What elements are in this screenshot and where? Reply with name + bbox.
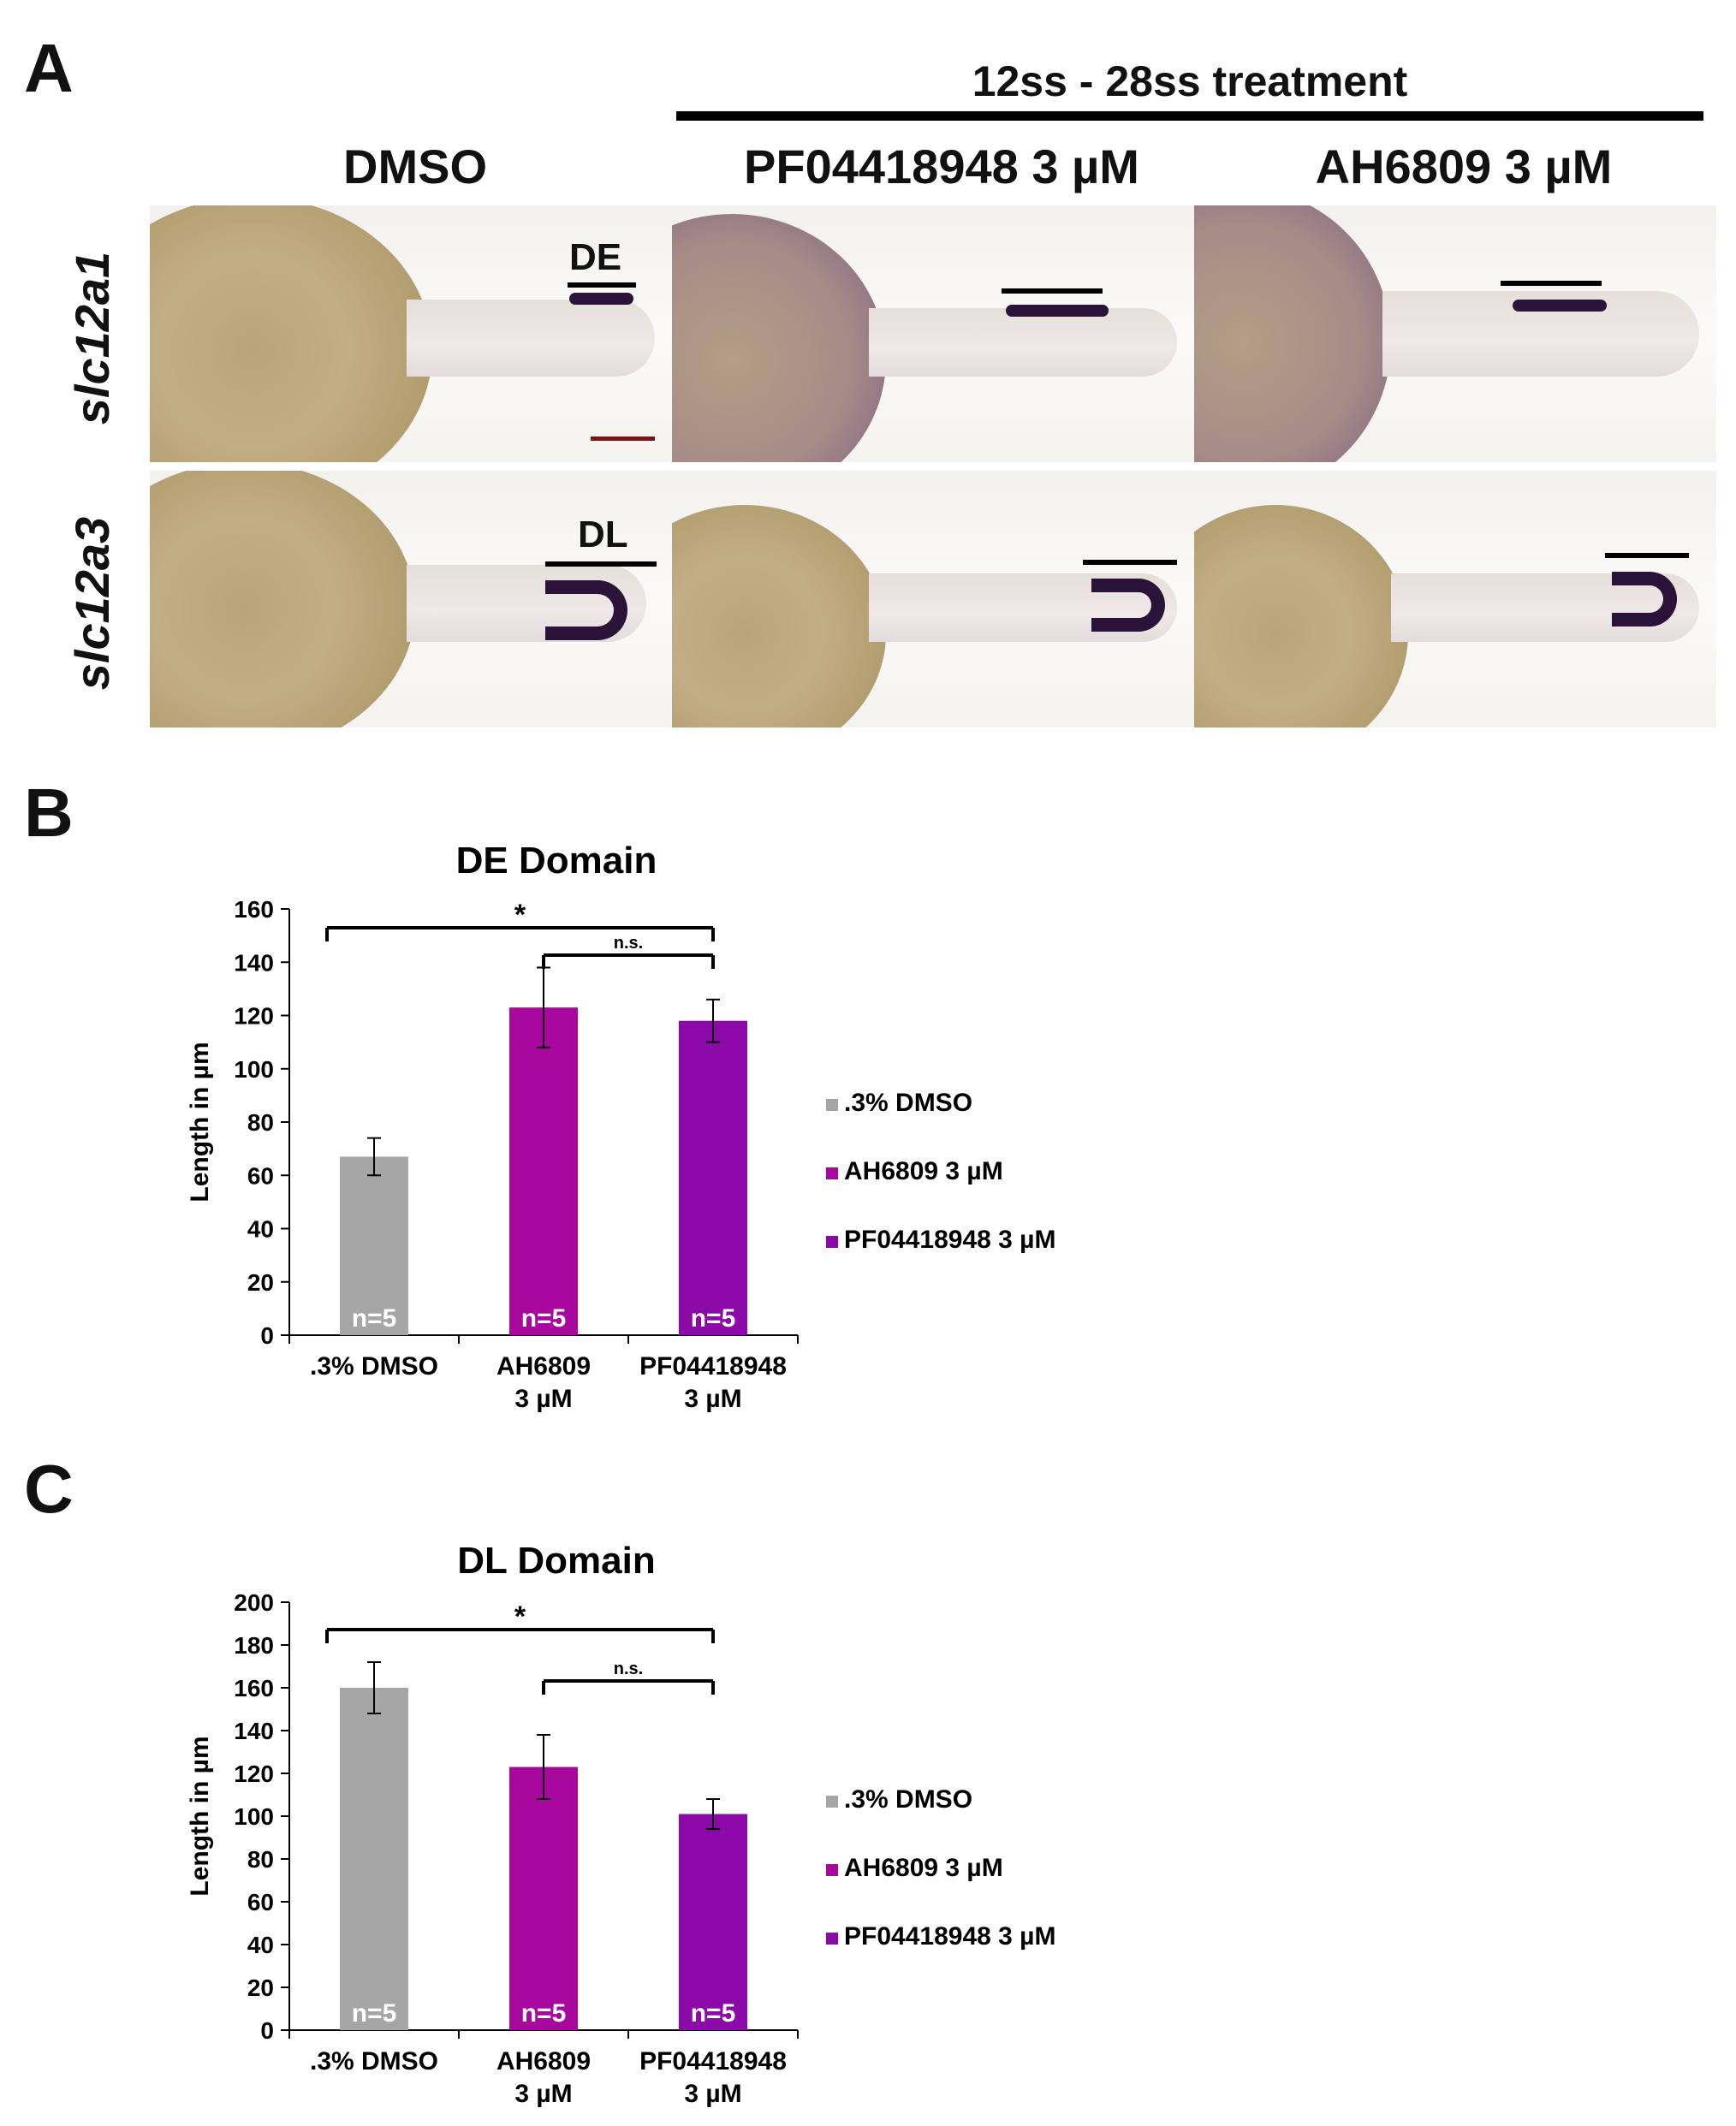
y-tick-label: 60 <box>247 1889 274 1915</box>
treatment-title: 12ss - 28ss treatment <box>972 57 1408 105</box>
y-tick-label: 20 <box>247 1269 274 1296</box>
n-label: n=5 <box>352 1999 397 2028</box>
bar <box>340 1688 408 2030</box>
row-header-slc12a1: slc12a1 <box>65 251 119 425</box>
panel-c-letter: C <box>24 1451 74 1527</box>
x-tick-label: AH6809 <box>496 1352 591 1381</box>
x-tick-label: 3 µM <box>514 2080 572 2108</box>
x-tick-label: 3 µM <box>684 1385 741 1413</box>
y-tick-label: 160 <box>234 1675 274 1701</box>
legend-swatch <box>826 1167 838 1179</box>
legend-swatch <box>826 1236 838 1248</box>
column-header-dmso: DMSO <box>343 140 487 193</box>
n-label: n=5 <box>691 1304 736 1333</box>
x-tick-label: PF04418948 <box>639 2047 787 2076</box>
y-tick-label: 140 <box>234 1718 274 1744</box>
legend-swatch <box>826 1933 838 1945</box>
y-tick-label: 200 <box>234 1589 274 1616</box>
image-ah6809-slc12a3 <box>1194 471 1716 727</box>
chart-de-domain: DE Domain 0 20 40 60 80 100 120 140 160 Length in … <box>186 840 1055 1413</box>
y-tick-label: 20 <box>247 1975 274 2001</box>
y-tick-label: 80 <box>247 1109 274 1136</box>
y-tick-label: 100 <box>234 1803 274 1830</box>
significance-label: n.s. <box>614 1660 643 1678</box>
n-label: n=5 <box>352 1304 397 1333</box>
bar <box>509 1007 578 1335</box>
legend-label: PF04418948 3 µM <box>844 1922 1055 1951</box>
y-tick-label: 40 <box>247 1932 274 1958</box>
n-label: n=5 <box>691 1999 736 2028</box>
label-dl: DL <box>578 514 628 555</box>
chart-dl-domain: DL Domain 0 20 40 60 80 100 120 140 160 180 200 Leng… <box>186 1540 1055 2108</box>
x-tick-label: .3% DMSO <box>310 1352 438 1381</box>
y-tick-label: 120 <box>234 1761 274 1787</box>
y-tick-label: 140 <box>234 949 274 976</box>
n-label: n=5 <box>521 1304 567 1333</box>
x-tick-label: PF04418948 <box>639 1352 787 1381</box>
y-tick-label: 40 <box>247 1216 274 1243</box>
x-tick-label: 3 µM <box>684 2080 741 2108</box>
x-tick-label: .3% DMSO <box>310 2047 438 2076</box>
legend-swatch <box>826 1099 838 1111</box>
y-tick-label: 100 <box>234 1056 274 1083</box>
y-axis-label: Length in µm <box>186 1736 214 1896</box>
treatment-bar <box>676 111 1703 121</box>
image-dmso-slc12a1: DE <box>150 205 672 462</box>
legend-swatch <box>826 1864 838 1876</box>
y-tick-label: 120 <box>234 1003 274 1030</box>
row-header-slc12a3: slc12a3 <box>65 516 119 691</box>
image-pf04418948-slc12a1 <box>672 205 1194 462</box>
y-tick-label: 80 <box>247 1846 274 1873</box>
scale-bar <box>591 436 655 441</box>
legend-label: .3% DMSO <box>844 1089 972 1117</box>
y-tick-label: 60 <box>247 1162 274 1189</box>
chart-title: DL Domain <box>457 1540 655 1582</box>
image-pf04418948-slc12a3 <box>672 471 1194 727</box>
label-de: DE <box>569 236 622 278</box>
legend-label: AH6809 3 µM <box>844 1157 1003 1185</box>
panel-b-letter: B <box>24 775 74 851</box>
image-dmso-slc12a3: DL <box>150 471 672 727</box>
y-tick-label: 0 <box>260 2017 274 2044</box>
bar <box>679 1020 747 1335</box>
panel-a-letter: A <box>24 30 74 106</box>
image-ah6809-slc12a1 <box>1194 205 1716 462</box>
legend-label: PF04418948 3 µM <box>844 1226 1055 1254</box>
significance-label: * <box>514 899 526 931</box>
y-tick-label: 0 <box>260 1322 274 1349</box>
chart-title: DE Domain <box>456 840 657 882</box>
bar <box>509 1767 578 2030</box>
y-tick-label: 160 <box>234 896 274 923</box>
legend-label: AH6809 3 µM <box>844 1854 1003 1882</box>
legend-swatch <box>826 1796 838 1808</box>
y-axis-label: Length in µm <box>186 1042 214 1202</box>
legend-label: .3% DMSO <box>844 1785 972 1814</box>
column-header-ah6809: AH6809 3 µM <box>1315 140 1613 193</box>
y-tick-label: 180 <box>234 1632 274 1659</box>
x-tick-label: 3 µM <box>514 1385 572 1413</box>
significance-label: n.s. <box>614 934 643 953</box>
n-label: n=5 <box>521 1999 567 2028</box>
bar <box>679 1814 747 2030</box>
significance-label: * <box>514 1600 526 1633</box>
bar <box>340 1156 408 1335</box>
x-tick-label: AH6809 <box>496 2047 591 2076</box>
column-header-pf04418948: PF04418948 3 µM <box>744 140 1139 193</box>
